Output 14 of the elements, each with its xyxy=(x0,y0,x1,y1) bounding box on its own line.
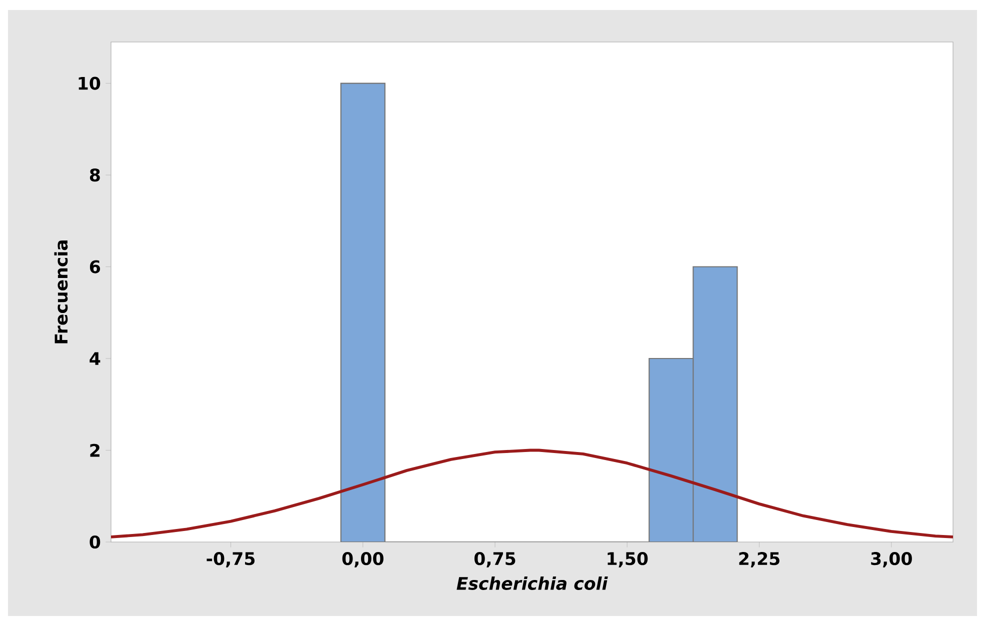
y-tick-label: 6 xyxy=(90,260,100,274)
y-axis-title: Frecuencia xyxy=(54,240,68,344)
x-tick-label: 0,75 xyxy=(474,552,516,568)
x-tick-label: 3,00 xyxy=(871,552,912,568)
y-tick-label: 4 xyxy=(90,352,100,365)
x-tick-label: 1,50 xyxy=(608,552,648,568)
y-tick-label: 10 xyxy=(78,76,100,90)
y-tick-label: 0 xyxy=(90,535,100,549)
x-axis-title: Escherichia coli xyxy=(456,576,608,590)
y-tick-label: 8 xyxy=(90,168,100,182)
x-tick-label: 0,00 xyxy=(342,552,384,568)
x-tick-label: -0,75 xyxy=(206,552,255,568)
y-tick-label: 2 xyxy=(90,444,100,457)
x-tick-label: 2,25 xyxy=(739,552,780,568)
